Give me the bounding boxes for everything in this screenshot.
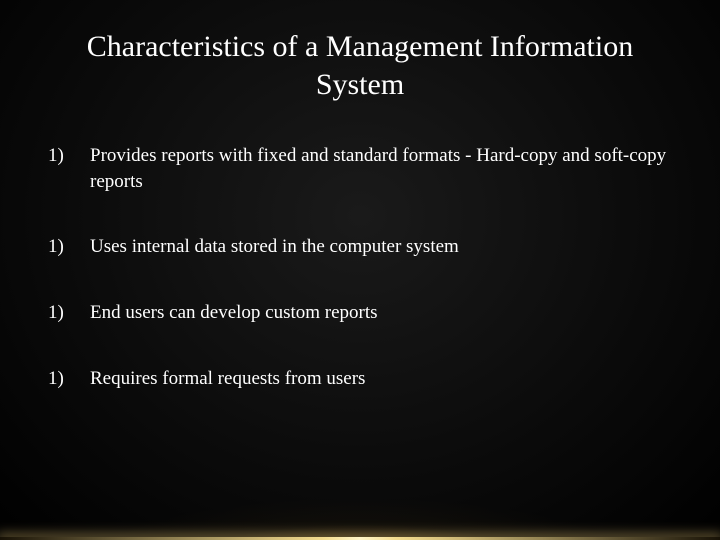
list-item-text: Provides reports with fixed and standard… bbox=[90, 143, 680, 194]
list-marker: 1) bbox=[48, 143, 90, 169]
list-item-text: Requires formal requests from users bbox=[90, 366, 680, 392]
list-marker: 1) bbox=[48, 366, 90, 392]
list-item-text: End users can develop custom reports bbox=[90, 300, 680, 326]
list-item: 1) Requires formal requests from users bbox=[48, 366, 680, 392]
list-marker: 1) bbox=[48, 300, 90, 326]
bottom-glow-decoration bbox=[0, 420, 720, 540]
characteristics-list: 1) Provides reports with fixed and stand… bbox=[40, 143, 680, 391]
list-item: 1) Provides reports with fixed and stand… bbox=[48, 143, 680, 194]
slide-title: Characteristics of a Management Informat… bbox=[40, 28, 680, 103]
slide: Characteristics of a Management Informat… bbox=[0, 0, 720, 540]
list-marker: 1) bbox=[48, 234, 90, 260]
list-item-text: Uses internal data stored in the compute… bbox=[90, 234, 680, 260]
list-item: 1) Uses internal data stored in the comp… bbox=[48, 234, 680, 260]
list-item: 1) End users can develop custom reports bbox=[48, 300, 680, 326]
